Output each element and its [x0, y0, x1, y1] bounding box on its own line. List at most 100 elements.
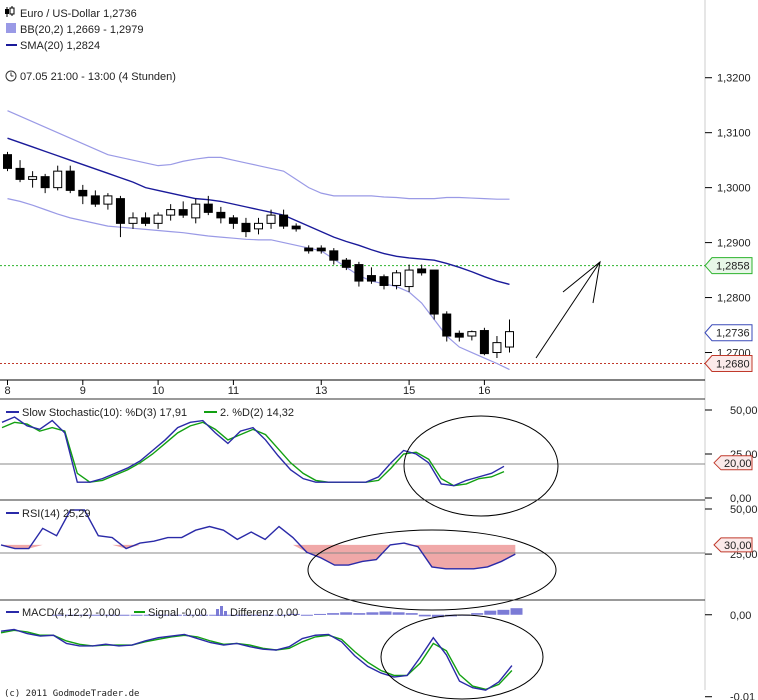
candle-body — [53, 170, 63, 189]
candle-body — [178, 209, 188, 216]
candle-body — [254, 222, 263, 230]
candle-body — [442, 313, 452, 337]
candle-body — [291, 225, 301, 230]
candle — [316, 245, 326, 254]
macd-histogram-bar — [405, 613, 418, 615]
price-tick-label: 1,3100 — [717, 128, 751, 140]
macd-histogram-bar — [235, 614, 248, 616]
rsi-level-badge: 30,00 — [713, 537, 753, 553]
candlestick-icon — [5, 6, 15, 17]
candle-body — [141, 217, 151, 224]
x-tick-label: 9 — [80, 385, 86, 397]
macd-histogram-bar — [379, 611, 392, 615]
x-tick-label: 13 — [315, 385, 327, 397]
macd-panel: 0,00 -0,01 MACD(4,12,2) -0,00 Signal -0,0… — [0, 599, 755, 700]
macd-histogram-bar — [497, 609, 510, 615]
bb-lower-line — [7, 198, 510, 371]
candle — [429, 269, 439, 320]
level-badge-label: 1,2858 — [716, 261, 750, 273]
candle — [254, 217, 263, 235]
candle-body — [279, 214, 289, 227]
candle-body — [203, 203, 213, 213]
price-level-badges: 1,2858 1,2736 1,2680 — [704, 257, 753, 373]
macd-histogram-bar — [392, 612, 405, 615]
rsi-title: RSI(14) 25,29 — [22, 508, 90, 520]
indicator-tick-label: 0,00 — [730, 493, 751, 505]
candle-body — [128, 217, 138, 224]
sma-legend: SMA(20) 1,2824 — [20, 40, 100, 52]
candle — [65, 165, 75, 194]
candle-body — [228, 217, 238, 224]
sma-line — [7, 137, 510, 286]
candle-body — [166, 209, 176, 216]
macd-histogram-bar — [130, 614, 143, 616]
bb-swatch-icon — [6, 23, 16, 33]
macd-histogram-bar — [366, 612, 379, 615]
candle-body — [392, 272, 402, 286]
stoch-d2-line — [1, 421, 505, 487]
stoch-d2-title: 2. %D(2) 14,32 — [220, 407, 294, 419]
candle — [3, 151, 12, 172]
indicator-level-label: 20,00 — [724, 458, 752, 470]
macd-histogram-bar — [274, 614, 287, 616]
macd-histogram-bar — [196, 614, 209, 616]
macd-histogram-bar — [52, 614, 64, 616]
macd-histogram-bar — [91, 614, 104, 616]
candle-body — [153, 214, 163, 224]
level-badge-blue — [704, 324, 753, 342]
candle-body — [505, 331, 514, 348]
macd-histogram-bar — [183, 614, 195, 616]
candle — [329, 248, 339, 265]
candle-body — [366, 275, 376, 282]
macd-histogram-bar — [300, 614, 313, 616]
candle-body — [241, 222, 251, 233]
copyright: (c) 2011 GodmodeTrader.de — [4, 689, 139, 699]
candle — [241, 217, 251, 238]
x-tick-label: 16 — [478, 385, 490, 397]
candle-body — [479, 330, 489, 355]
candle — [128, 212, 138, 229]
candle-body — [354, 264, 364, 282]
rsi-line — [0, 509, 516, 570]
candle-body — [404, 269, 414, 288]
candle — [178, 201, 188, 218]
macd-histogram-bar — [222, 614, 235, 616]
stoch-highlight-ellipse — [403, 415, 559, 517]
level-badge-label: 1,2736 — [716, 328, 750, 340]
candle — [266, 209, 276, 229]
candle-body — [329, 250, 339, 261]
level-badge-label: 1,2680 — [716, 359, 750, 371]
candle — [454, 330, 464, 342]
candle-body — [467, 331, 477, 337]
candle — [203, 195, 213, 216]
price-tick-label: 1,2800 — [717, 293, 751, 305]
macd-histogram-bar — [431, 614, 444, 618]
signal-title: Signal -0,00 — [148, 607, 207, 619]
candle — [40, 173, 50, 194]
macd-highlight-ellipse — [380, 614, 544, 700]
bollinger-bands — [7, 110, 510, 371]
candle — [417, 264, 427, 276]
level-lines — [0, 265, 705, 365]
candle-body — [216, 211, 226, 219]
macd-histogram-bar — [340, 612, 353, 615]
rsi-oversold-fill — [1, 544, 516, 569]
macd-histogram-bar — [209, 614, 222, 616]
x-tick-label: 15 — [403, 385, 415, 397]
candle — [191, 198, 201, 224]
candle — [379, 274, 389, 290]
macd-histogram-bar — [418, 614, 431, 617]
candle-body — [492, 342, 502, 354]
rsi-highlight-ellipse — [307, 529, 557, 611]
level-badge-red — [704, 355, 753, 373]
indicator-level-label: 30,00 — [724, 540, 752, 552]
candle — [28, 171, 38, 188]
macd-title: MACD(4,12,2) -0,00 — [22, 607, 120, 619]
candle-body — [3, 154, 12, 169]
candle — [279, 209, 289, 229]
candle-body — [15, 167, 25, 180]
macd-line — [0, 628, 513, 691]
macd-histogram-bar — [143, 614, 156, 616]
